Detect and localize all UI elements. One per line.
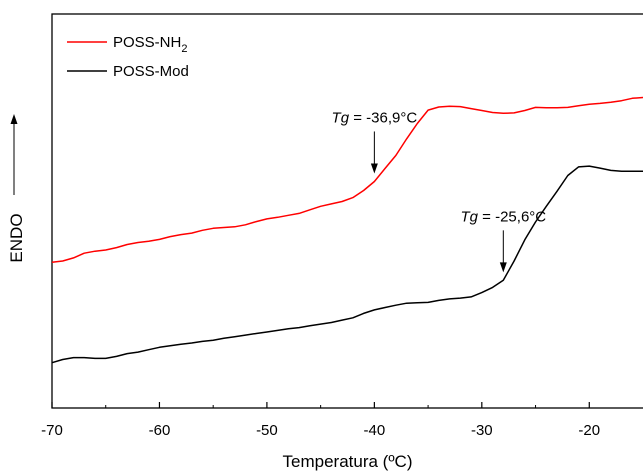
x-tick-label: -50 xyxy=(256,422,278,439)
x-axis: -70 -60 -50 -40 -30 -20 xyxy=(41,402,600,439)
tg-annotation-label: Tg = -25,6°C xyxy=(460,208,546,225)
tg-annotation-value: = -36,9°C xyxy=(349,109,417,126)
legend-label: POSS-NH2 xyxy=(113,34,187,55)
y-axis-title: ENDO xyxy=(7,213,26,262)
legend-label: POSS-Mod xyxy=(113,63,189,80)
x-tick-label: -70 xyxy=(41,422,63,439)
plot-border xyxy=(51,13,643,409)
annotations: Tg = -36,9°CTg = -25,6°C xyxy=(332,109,546,273)
x-tick-label: -20 xyxy=(578,422,600,439)
y-axis xyxy=(10,114,18,195)
legend-label-base: POSS-Mod xyxy=(113,63,189,80)
legend: POSS-NH2 POSS-Mod xyxy=(67,34,189,80)
tg-annotation-label: Tg = -36,9°C xyxy=(332,109,418,126)
plot-frame xyxy=(51,13,643,409)
x-tick-label: -40 xyxy=(364,422,386,439)
down-arrow-icon xyxy=(499,262,507,273)
series-line-poss-nh2 xyxy=(51,96,643,263)
tg-annotation-value: = -25,6°C xyxy=(478,208,546,225)
legend-label-subscript: 2 xyxy=(181,43,187,55)
tg-annotation-symbol: Tg xyxy=(332,109,350,126)
series-line-poss-mod xyxy=(51,165,643,364)
down-arrow-icon xyxy=(370,163,378,174)
x-tick-label: -30 xyxy=(471,422,493,439)
up-arrow-icon xyxy=(10,114,18,124)
tg-annotation-symbol: Tg xyxy=(460,208,478,225)
legend-label-base: POSS-NH xyxy=(113,34,181,51)
series-group xyxy=(51,96,643,364)
x-axis-title: Temperatura (ºC) xyxy=(283,452,413,471)
x-tick-label: -60 xyxy=(149,422,171,439)
